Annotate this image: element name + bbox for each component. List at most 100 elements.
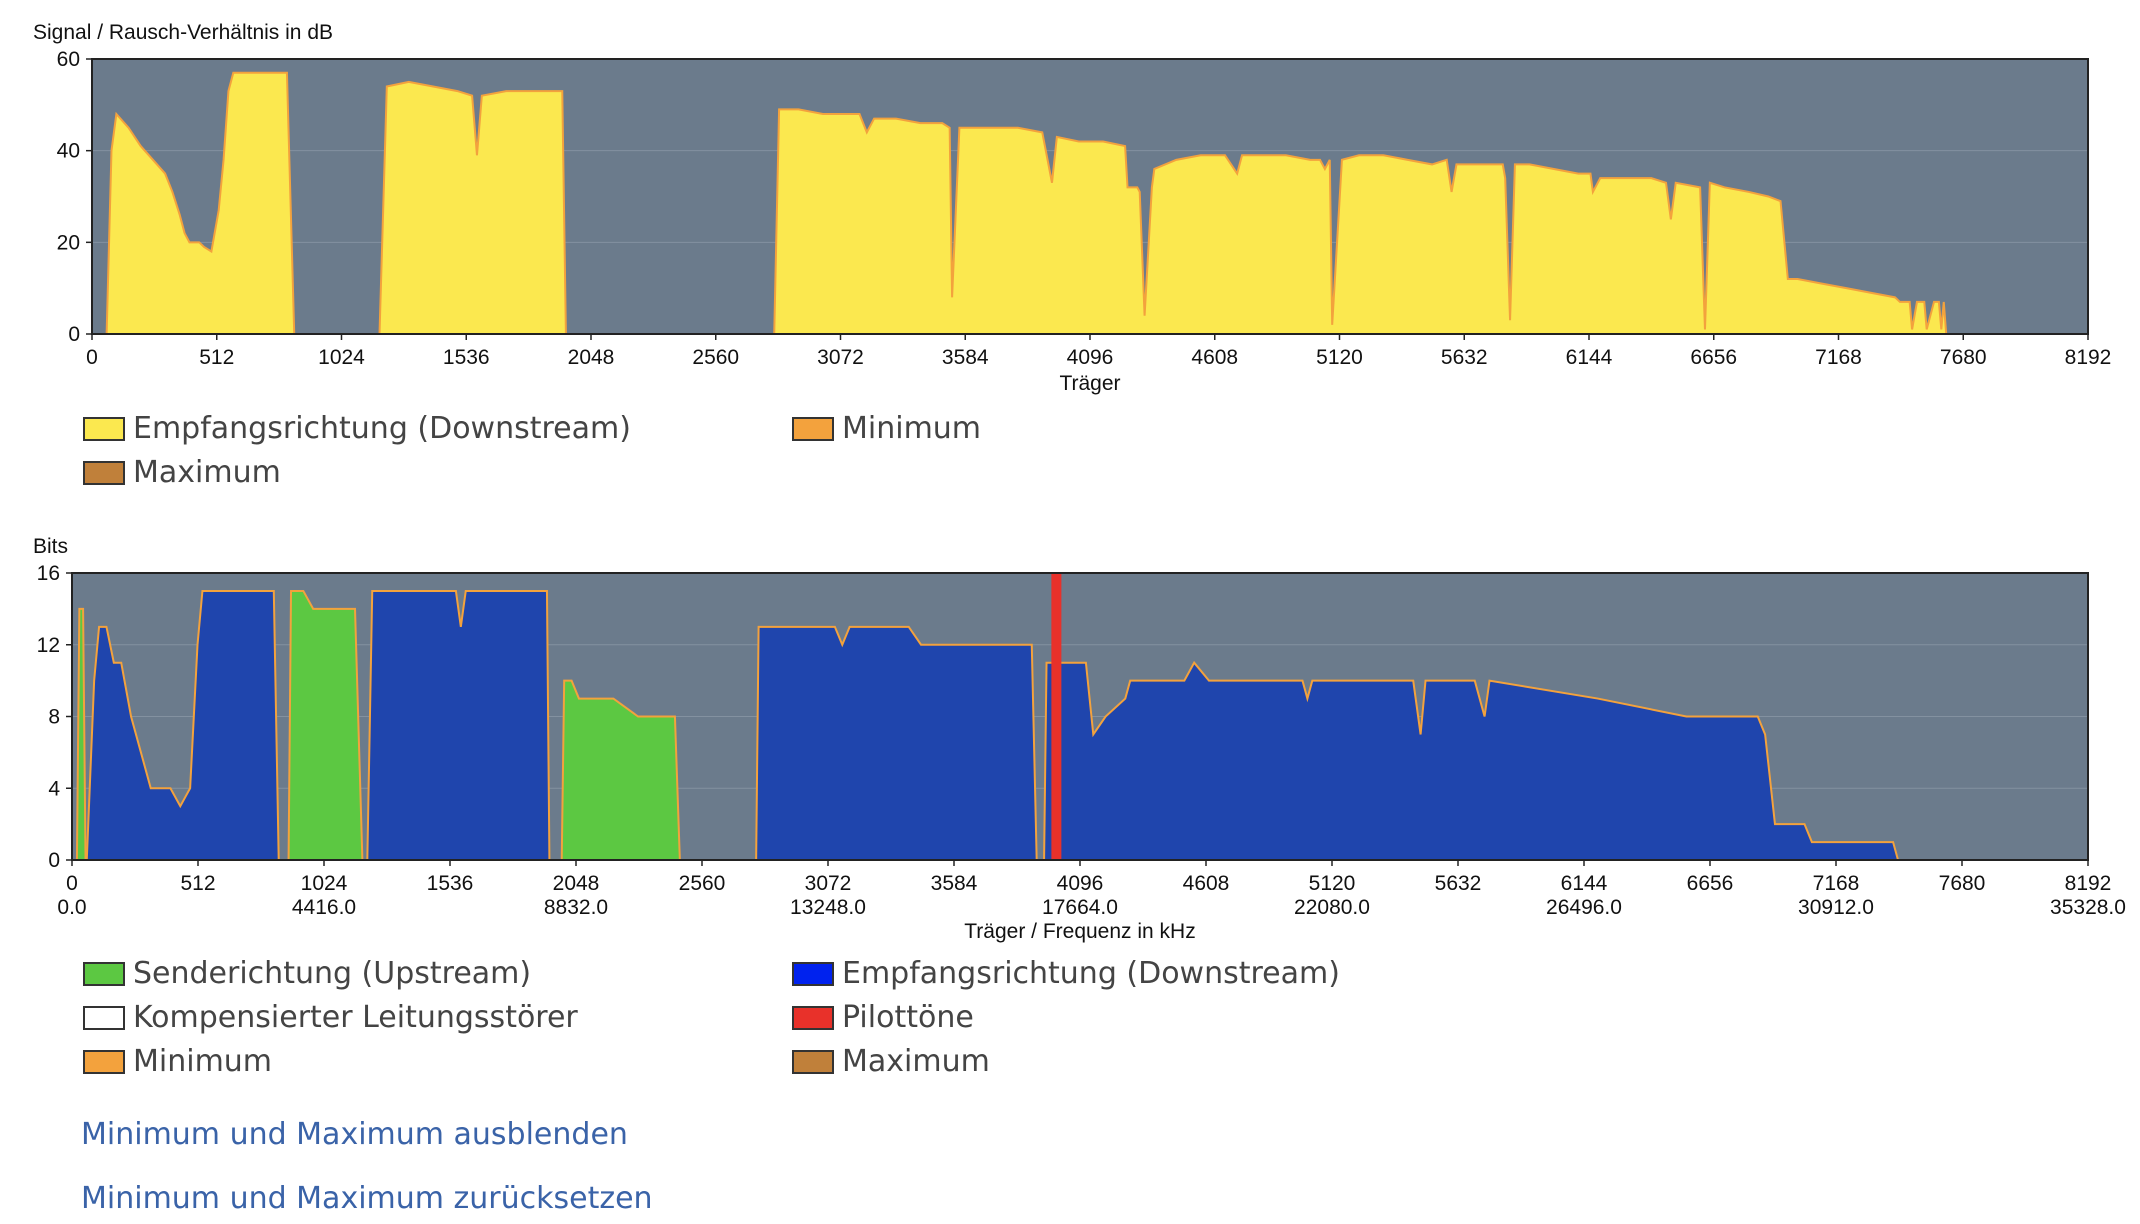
legend-swatch [792,416,834,441]
x-tick-khz-label: 8832.0 [544,896,608,919]
bits-downstream-minmax-line [1043,660,1899,861]
x-tick-label: 3072 [805,872,852,895]
y-tick-label: 40 [57,140,80,163]
x-tick-label: 2048 [568,346,615,369]
legend-item-snr-downstream[interactable]: Empfangsrichtung (Downstream) [83,411,631,446]
x-axis-label: Träger [1059,372,1120,395]
legend-label: Kompensierter Leitungsstörer [133,1000,578,1035]
x-tick-label: 1536 [427,872,474,895]
legend-label: Senderichtung (Upstream) [133,956,532,991]
x-tick-label: 7168 [1815,346,1862,369]
y-tick-label: 12 [37,634,60,657]
chart-title: Signal / Rausch-Verhältnis in dB [33,21,333,44]
bits-downstream-area [367,590,550,860]
x-tick-label: 7680 [1939,872,1986,895]
x-tick-khz-label: 13248.0 [790,896,866,919]
bits-downstream-minmax-line [85,589,280,861]
x-tick-label: 4096 [1057,872,1104,895]
legend-swatch [83,416,125,441]
legend-swatch [83,1049,125,1074]
legend-label: Pilottöne [842,1000,974,1035]
bits-downstream-area [756,626,1037,860]
x-tick-label: 5120 [1309,872,1356,895]
legend-label: Maximum [842,1044,990,1079]
bits-upstream-minmax-line [75,607,87,861]
x-tick-label: 2048 [553,872,600,895]
legend-swatch [83,961,125,986]
x-tick-label: 3072 [817,346,864,369]
bits-downstream-area [86,590,279,860]
x-tick-label: 5632 [1441,346,1488,369]
snr-minmax-line [105,71,1948,335]
x-tick-label: 5120 [1316,346,1363,369]
x-tick-khz-label: 17664.0 [1042,896,1118,919]
legend-label: Empfangsrichtung (Downstream) [133,411,631,446]
legend-item-bits-minimum[interactable]: Minimum [83,1044,272,1079]
x-tick-label: 1024 [301,872,348,895]
x-tick-label: 5632 [1435,872,1482,895]
snr-downstream-area [106,72,1947,334]
y-tick-label: 8 [48,706,60,729]
y-tick-label: 0 [48,849,60,872]
bits-upstream-minmax-line [287,589,364,861]
x-tick-khz-label: 35328.0 [2050,896,2126,919]
legend-swatch [792,1049,834,1074]
legend-item-bits-downstream[interactable]: Empfangsrichtung (Downstream) [792,956,1340,991]
y-tick-label: 20 [57,231,80,254]
x-tick-label: 3584 [931,872,978,895]
bits-chart: 0 4 8 12 16 0 512 1024 1536 2048 2560 3072 3584 4096 4… [33,535,2126,943]
bits-upstream-minmax-line [560,679,681,861]
snr-chart: 0 20 40 60 0 512 1024 1536 2048 2560 3072 3584 4096 4… [33,21,2112,395]
y-tick-label: 60 [57,48,80,71]
legend-item-bits-upstream[interactable]: Senderichtung (Upstream) [83,956,531,991]
bits-downstream-minmax-line [366,589,551,861]
x-tick-khz-label: 26496.0 [1546,896,1622,919]
x-tick-label: 1024 [318,346,365,369]
x-tick-label: 2560 [679,872,726,895]
x-tick-label: 2560 [692,346,739,369]
legend-item-snr-minimum[interactable]: Minimum [792,411,981,446]
x-tick-label: 512 [199,346,234,369]
reset-minmax-link[interactable]: Minimum und Maximum zurücksetzen [81,1181,653,1216]
x-tick-khz-label: 22080.0 [1294,896,1370,919]
x-tick-label: 6144 [1561,872,1608,895]
x-tick-label: 512 [180,872,215,895]
y-tick-label: 0 [68,323,80,346]
x-tick-label: 4096 [1067,346,1114,369]
legend-item-bits-pilot[interactable]: Pilottöne [792,1000,974,1035]
legend-label: Empfangsrichtung (Downstream) [842,956,1340,991]
x-tick-label: 1536 [443,346,490,369]
x-tick-khz-label: 0.0 [57,896,86,919]
legend-item-bits-maximum[interactable]: Maximum [792,1044,990,1079]
x-tick-label: 6656 [1687,872,1734,895]
legend-label: Minimum [842,411,982,446]
hide-minmax-link[interactable]: Minimum und Maximum ausblenden [81,1117,628,1152]
x-tick-label: 3584 [942,346,989,369]
x-tick-label: 4608 [1183,872,1230,895]
bits-upstream-area [561,680,680,860]
x-tick-khz-label: 4416.0 [292,896,356,919]
legend-label: Maximum [133,455,281,490]
y-tick-label: 4 [48,777,60,800]
legend-swatch [83,1005,125,1030]
x-tick-khz-label: 30912.0 [1798,896,1874,919]
legend-label: Minimum [133,1044,273,1079]
x-tick-label: 0 [86,346,98,369]
legend-item-bits-compensated[interactable]: Kompensierter Leitungsstörer [83,1000,578,1035]
x-tick-label: 6144 [1566,346,1613,369]
chart-title: Bits [33,535,68,558]
x-tick-label: 8192 [2065,872,2112,895]
legend-swatch [83,460,125,485]
legend-swatch [792,961,834,986]
bits-downstream-area [1044,662,1899,860]
x-tick-label: 7680 [1940,346,1987,369]
x-tick-label: 0 [66,872,78,895]
x-axis-label: Träger / Frequenz in kHz [964,920,1195,943]
legend-swatch [792,1005,834,1030]
x-tick-label: 6656 [1690,346,1737,369]
x-tick-label: 7168 [1813,872,1860,895]
legend-item-snr-maximum[interactable]: Maximum [83,455,281,490]
bits-upstream-area [288,590,363,860]
x-tick-label: 4608 [1191,346,1238,369]
x-tick-label: 8192 [2065,346,2112,369]
